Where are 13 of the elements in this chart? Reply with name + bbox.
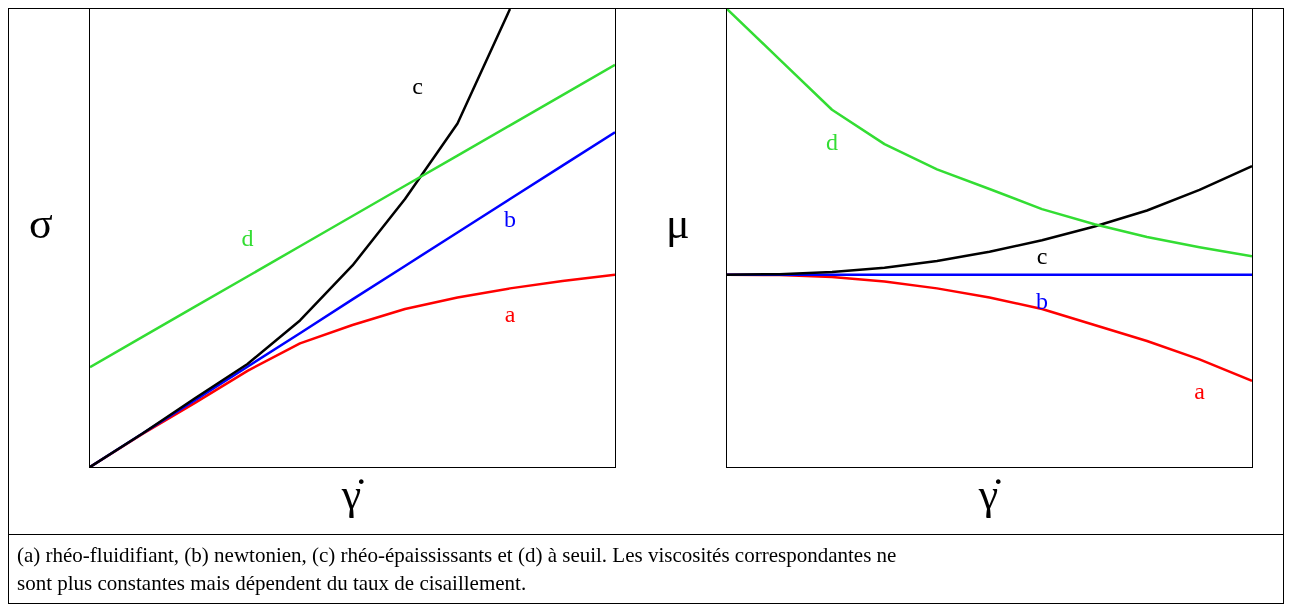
y-axis-title: σ (29, 198, 53, 249)
x-axis-title: γ̇ (977, 469, 1002, 520)
y-axis-title: μ (666, 198, 690, 249)
series-label: b (504, 206, 516, 233)
series-label: c (412, 72, 423, 99)
text: (a) rhéo-fluidifiant, (b) newtonien, (c) rhéo-épaississants et (d) à seuil. Les viscosités correspondantes ne sont plus constantes mais dépendent du taux de cisaillement. (16, 542, 898, 597)
series-label: d (826, 128, 838, 155)
series-label: d (241, 225, 254, 252)
x-axis-title: γ̇ (340, 469, 365, 520)
series-label: c (1036, 243, 1048, 270)
series-label: a (1194, 378, 1206, 405)
series-label: a (504, 301, 516, 328)
series-label: b (1036, 287, 1048, 314)
